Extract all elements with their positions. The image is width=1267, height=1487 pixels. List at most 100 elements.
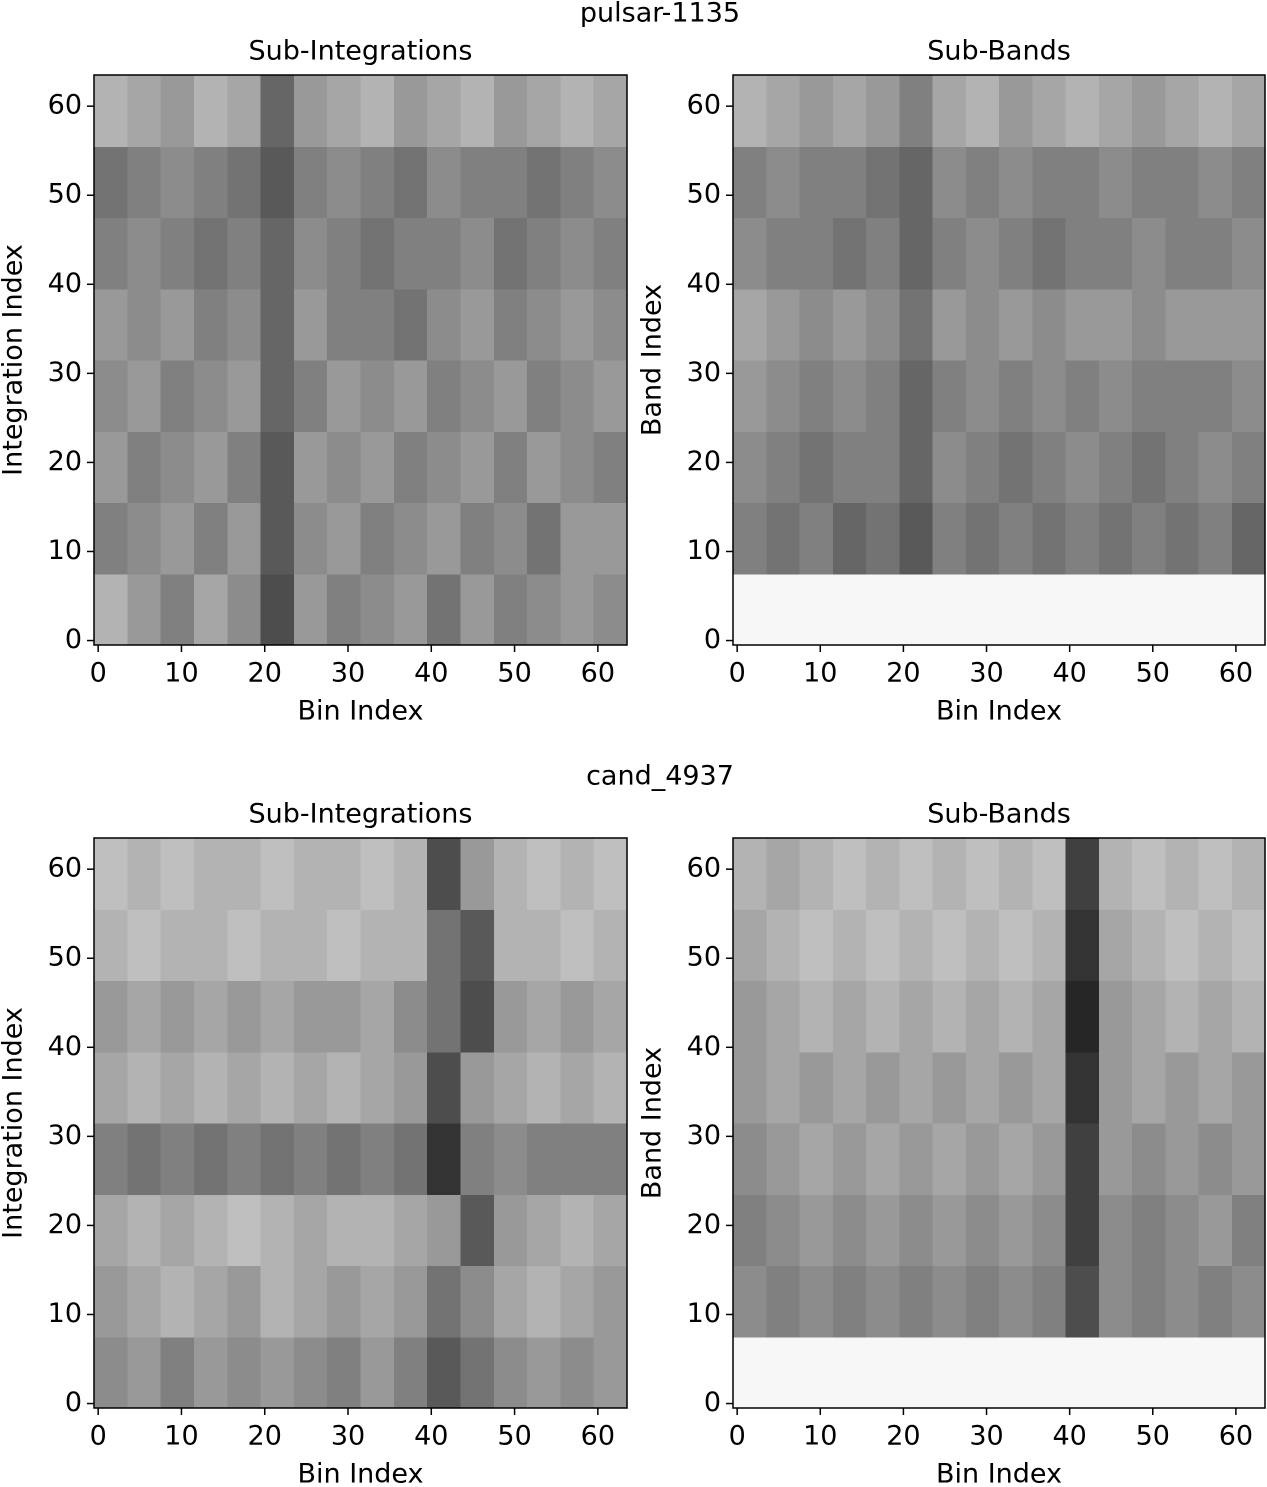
heatmap-cell [493,431,528,503]
heatmap-cell [999,980,1033,1053]
heatmap-cell [766,1051,800,1124]
heatmap-cell [799,360,834,432]
heatmap-cell [493,502,528,575]
subplot-title: Sub-Integrations [249,799,473,830]
heatmap-cell [1231,288,1266,361]
heatmap-cell [832,838,867,910]
heatmap-cell [360,502,395,575]
heatmap-cell [965,75,1000,147]
heatmap-cell [160,217,195,290]
heatmap-cell [293,431,328,503]
heatmap-cell [560,1336,595,1409]
heatmap-cell [832,1051,867,1124]
heatmap-cell [899,1336,933,1409]
heatmap-cell [393,1051,428,1124]
x-axis-label: Bin Index [297,696,423,727]
heatmap-cell [1165,288,1199,361]
heatmap-cell [160,75,195,147]
heatmap-cell [227,1265,262,1338]
heatmap-cell [460,1123,495,1195]
heatmap-cell [999,1051,1033,1124]
heatmap-cell [127,1265,162,1338]
heatmap-cell [227,146,262,218]
heatmap-cell [1098,360,1133,432]
y-tick-label: 30 [687,357,721,388]
y-tick-label: 20 [687,446,721,477]
heatmap-cell [593,1123,628,1195]
x-tick-label: 20 [886,1421,920,1452]
heatmap-cell [1198,1265,1233,1338]
heatmap-cell [160,288,195,361]
heatmap-cell [427,431,461,503]
heatmap-cell [766,431,800,503]
heatmap-cell [866,502,900,575]
heatmap-cell [227,75,262,147]
heatmap-cell [94,146,128,218]
heatmap-cell [766,1194,800,1266]
heatmap-cell [593,980,628,1053]
heatmap-cell [999,502,1033,575]
heatmap-cell [493,1123,528,1195]
heatmap-cell [932,75,967,147]
heatmap-cell [1032,1265,1066,1338]
heatmap-cell [832,146,867,218]
heatmap-cell [1198,1123,1233,1195]
heatmap-cell [327,217,361,290]
heatmap-cell [832,1123,867,1195]
heatmap-cell [932,1265,967,1338]
heatmap-cell [733,1051,767,1124]
heatmap-cell [1198,75,1233,147]
heatmap-cell [965,431,1000,503]
heatmap-cell [293,146,328,218]
y-tick-label: 10 [687,1298,721,1329]
heatmap-cell [160,838,195,910]
x-tick-label: 60 [581,1421,615,1452]
x-tick-label: 0 [729,1421,746,1452]
heatmap-cell [1098,838,1133,910]
heatmap-cell [94,1265,128,1338]
heatmap-cell [932,980,967,1053]
heatmap-cell [127,909,162,981]
y-tick-label: 30 [687,1120,721,1151]
heatmap-cell [193,75,228,147]
heatmap-cell [899,146,933,218]
heatmap-cell [999,1265,1033,1338]
heatmap-cell [493,360,528,432]
heatmap-cell [293,360,328,432]
heatmap-cell [832,431,867,503]
heatmap-cell [327,502,361,575]
heatmap-cell [1231,360,1266,432]
heatmap-cell [1032,75,1066,147]
heatmap-cell [866,1336,900,1409]
heatmap-cell [127,1051,162,1124]
x-tick-label: 0 [729,658,746,689]
heatmap-cell [799,1194,834,1266]
heatmap-cell [160,360,195,432]
heatmap-cell [227,360,262,432]
heatmap-cell [527,909,561,981]
heatmap-cell [560,1194,595,1266]
heatmap-cell [733,146,767,218]
heatmap-cell [527,75,561,147]
heatmap-cell [227,909,262,981]
heatmap-cell [1032,1336,1066,1409]
heatmap-cell [527,838,561,910]
heatmap-cell [260,1265,295,1338]
axes-frame [732,837,1266,1409]
heatmap-cell [1198,838,1233,910]
heatmap-cell [360,1265,395,1338]
heatmap-cell [799,1336,834,1409]
heatmap-cell [799,288,834,361]
heatmap-cell [832,360,867,432]
heatmap-cell [766,146,800,218]
heatmap-cell [560,1123,595,1195]
y-tick-label: 50 [687,942,721,973]
heatmap-cell [393,1265,428,1338]
heatmap-cell [227,573,262,646]
heatmap-cell [127,838,162,910]
heatmap-cell [260,909,295,981]
heatmap-cell [1032,1194,1066,1266]
heatmap-cell [160,980,195,1053]
heatmap-cell [593,502,628,575]
heatmap-cell [1198,1336,1233,1409]
